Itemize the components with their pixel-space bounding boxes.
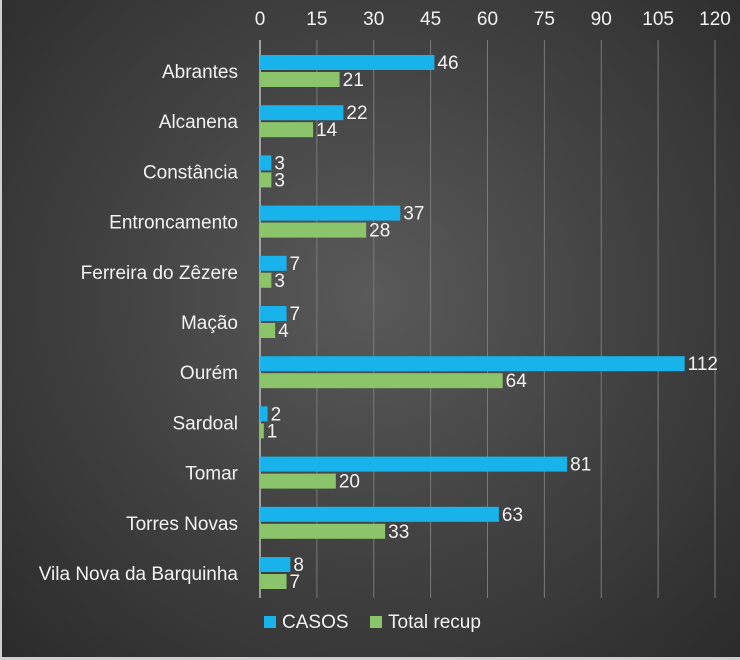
- category-label: Tomar: [185, 464, 238, 485]
- category-label: Vila Nova da Barquinha: [39, 564, 239, 585]
- bar-casos: [260, 356, 685, 372]
- data-label: 112: [688, 354, 718, 375]
- data-label: 7: [290, 304, 301, 325]
- category-label: Abrantes: [162, 62, 238, 83]
- data-label: 37: [403, 204, 424, 225]
- bar-casos: [260, 255, 287, 271]
- bar-casos: [260, 55, 435, 70]
- x-tick-label: 75: [534, 9, 555, 30]
- bar-casos: [260, 557, 291, 572]
- data-label: 33: [388, 522, 409, 543]
- x-tick-label: 30: [363, 9, 384, 30]
- x-tick-label: 0: [255, 9, 266, 30]
- x-tick-label: 90: [591, 9, 612, 30]
- bar-total-recup: [260, 122, 314, 138]
- bar-casos: [260, 155, 272, 171]
- bar-total-recup: [260, 272, 272, 288]
- bar-total-recup: [260, 373, 503, 389]
- bar-casos: [260, 306, 287, 321]
- data-label: 4: [278, 321, 289, 342]
- category-label: Mação: [181, 313, 238, 334]
- category-label: Torres Novas: [126, 514, 238, 535]
- data-label: 21: [343, 70, 364, 91]
- data-label: 46: [437, 53, 458, 74]
- data-label: 2: [271, 404, 282, 425]
- category-label: Constância: [143, 162, 238, 183]
- x-tick-label: 60: [477, 9, 498, 30]
- category-label: Alcanena: [159, 112, 239, 133]
- data-label: 14: [316, 120, 338, 141]
- bar-total-recup: [260, 423, 264, 439]
- bar-total-recup: [260, 72, 340, 87]
- bar-total-recup: [260, 172, 272, 188]
- data-label: 1: [267, 421, 278, 442]
- data-label: 7: [290, 254, 301, 275]
- bar-total-recup: [260, 574, 287, 589]
- data-label: 22: [346, 103, 367, 124]
- legend-label: CASOS: [282, 612, 349, 633]
- bar-total-recup: [260, 323, 276, 338]
- bar-total-recup: [260, 222, 367, 238]
- bar-casos: [260, 406, 268, 422]
- bar-casos: [260, 205, 401, 221]
- bar-casos: [260, 506, 499, 522]
- bar-total-recup: [260, 473, 336, 489]
- data-label: 3: [274, 153, 285, 174]
- category-label: Ourém: [180, 363, 238, 384]
- legend-label: Total recup: [388, 612, 481, 633]
- x-tick-label: 45: [420, 9, 441, 30]
- bar-casos: [260, 105, 344, 121]
- data-label: 3: [274, 170, 285, 191]
- category-label: Ferreira do Zêzere: [81, 263, 238, 284]
- data-label: 63: [502, 505, 523, 526]
- category-label: Entroncamento: [109, 213, 238, 234]
- data-label: 7: [290, 572, 301, 593]
- x-tick-label: 120: [699, 9, 731, 30]
- data-label: 28: [369, 221, 390, 242]
- data-label: 81: [570, 455, 591, 476]
- bar-casos: [260, 456, 568, 472]
- x-tick-label: 15: [306, 9, 327, 30]
- data-label: 20: [339, 472, 360, 493]
- category-label: Sardoal: [173, 413, 239, 434]
- x-tick-label: 105: [642, 9, 674, 30]
- data-label: 3: [274, 271, 285, 292]
- data-label: 8: [293, 555, 304, 576]
- bar-total-recup: [260, 523, 386, 539]
- legend-swatch-total-recup: [370, 616, 382, 628]
- legend-swatch-casos: [264, 616, 276, 628]
- data-label: 64: [506, 371, 528, 392]
